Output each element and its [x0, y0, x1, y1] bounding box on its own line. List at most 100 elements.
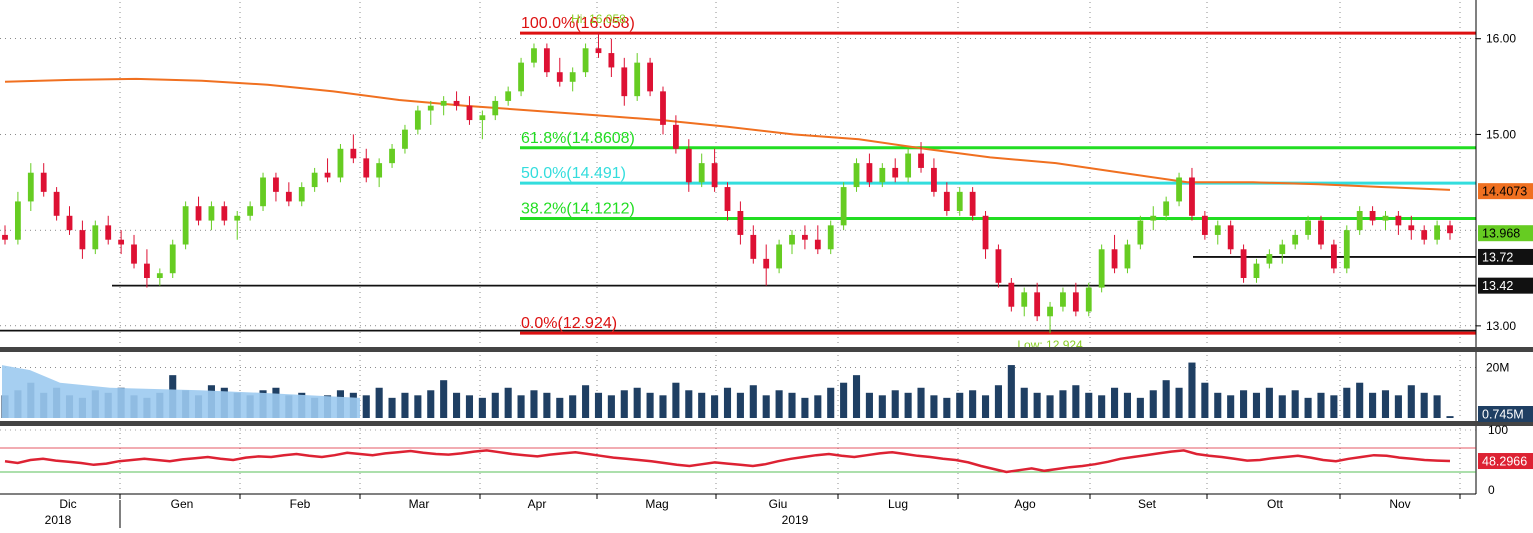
candle-body [492, 100, 499, 116]
candle-body [1176, 177, 1182, 202]
month-label: Lug [888, 497, 908, 511]
candle [892, 158, 899, 183]
volume-bar [620, 390, 628, 418]
candle [595, 33, 602, 58]
moving-average-value-tag-bg [1478, 183, 1533, 200]
volume-bar [917, 387, 925, 418]
month-label: Ott [1267, 497, 1284, 511]
candle [1421, 225, 1428, 245]
candle [763, 244, 770, 286]
y-tick-label: 16.00 [1486, 32, 1516, 46]
candle-body [234, 215, 241, 221]
rsi-value-tag-text: 48.2966 [1482, 455, 1527, 469]
candle [337, 144, 344, 183]
candle [750, 225, 757, 264]
candle [1085, 282, 1092, 317]
candle [466, 96, 473, 125]
candle [956, 187, 963, 216]
month-label: Apr [528, 497, 547, 511]
candle-body [1034, 292, 1041, 317]
volume-bar [517, 395, 525, 418]
volume-bar [362, 395, 370, 418]
candle [1137, 215, 1144, 250]
volume-bar [1343, 387, 1351, 418]
volume-bar [1085, 392, 1093, 418]
candle [982, 211, 989, 259]
candle-body [892, 167, 899, 178]
candle-body [840, 187, 847, 226]
volume-bar [1098, 395, 1106, 418]
candle [1279, 239, 1286, 264]
candle [1240, 244, 1247, 283]
candle-body [505, 91, 512, 101]
candle [285, 182, 292, 207]
volume-bar [633, 387, 641, 418]
candle-body [1382, 215, 1389, 221]
candle [531, 43, 537, 68]
candle [776, 239, 783, 274]
support-value-tag-bg [1478, 248, 1533, 265]
volume-bar [465, 395, 474, 418]
volume-bar [1356, 382, 1364, 418]
candle-body [1240, 249, 1247, 278]
candle [2, 225, 8, 245]
volume-bar [569, 395, 577, 418]
month-label: Ago [1014, 497, 1036, 511]
volume-bar [1278, 395, 1286, 418]
candle [1176, 172, 1182, 207]
candle-body [1085, 287, 1092, 312]
candle [698, 153, 705, 188]
candle-body [1021, 292, 1028, 307]
candle [156, 268, 163, 286]
y-tick-label: 13.00 [1486, 319, 1516, 333]
month-label: Feb [290, 497, 311, 511]
candle [1214, 220, 1221, 245]
last-price-tag-bg [1478, 225, 1533, 242]
candle [1395, 211, 1402, 235]
candle-body [389, 148, 395, 164]
fibonacci-label: 100.0%(16.058) [521, 15, 635, 32]
candle-body [918, 153, 924, 168]
candle [169, 239, 176, 278]
candle-body [1214, 225, 1221, 235]
candle-body [711, 163, 718, 188]
gridlines [0, 2, 1476, 492]
candle [453, 91, 460, 111]
support-value-tag: 13.42 [1478, 277, 1533, 294]
rsi-line [4, 449, 1451, 474]
candle [311, 167, 318, 192]
candle-body [750, 234, 757, 259]
volume-bar [1149, 390, 1157, 418]
candle [556, 57, 563, 87]
candle-body [1047, 306, 1053, 317]
candle [324, 158, 331, 183]
rsi-value-tag: 48.2966 [1478, 453, 1533, 470]
candle [363, 148, 370, 183]
fibonacci-label: 50.0%(14.491) [521, 165, 626, 182]
candle-body [931, 167, 937, 192]
candle [414, 105, 421, 135]
candle [1021, 287, 1028, 317]
rsi-tick-label: 100 [1488, 423, 1508, 437]
volume-bar [1394, 395, 1402, 418]
candle-body [879, 167, 886, 183]
candle-body [1253, 263, 1260, 278]
candle [569, 67, 576, 92]
candle [92, 220, 99, 255]
volume-average-area [2, 365, 360, 418]
candle-body [363, 158, 370, 178]
candle [711, 148, 718, 192]
volume-bar [1175, 387, 1183, 418]
rsi-value-tag-bg [1478, 453, 1533, 470]
candle-body [1421, 230, 1428, 240]
volume-bar [401, 392, 409, 418]
volume-bar [388, 397, 396, 418]
candle-body [118, 239, 125, 245]
candle-body [814, 239, 821, 250]
candle-body [1163, 201, 1170, 216]
candle-body [260, 177, 266, 207]
volume-bar [698, 392, 706, 418]
candle-body [53, 191, 60, 216]
fibonacci-label: 0.0%(12.924) [521, 315, 617, 332]
